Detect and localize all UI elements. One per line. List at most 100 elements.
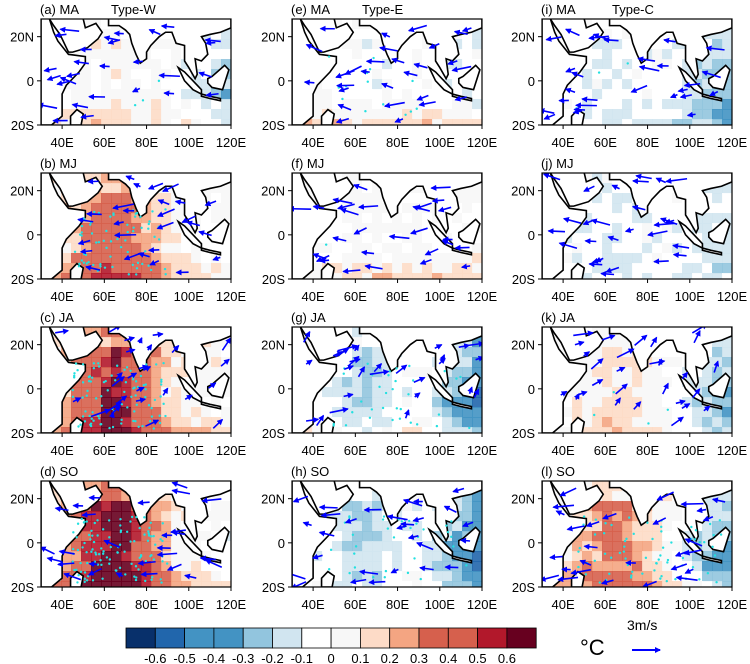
sst-cell — [612, 59, 623, 70]
sst-cell — [352, 243, 363, 254]
sst-cell — [632, 367, 643, 378]
significance-dot — [74, 362, 78, 365]
sst-cell — [452, 213, 463, 224]
sst-cell — [402, 521, 413, 532]
sst-cell — [131, 407, 142, 418]
sst-cell — [362, 273, 373, 279]
sst-cell — [342, 203, 353, 214]
sst-cell — [662, 49, 673, 60]
sst-cell — [312, 99, 323, 110]
sst-cell — [652, 213, 663, 224]
significance-dot — [383, 576, 386, 579]
significance-dot — [408, 519, 411, 523]
sst-cell — [372, 387, 383, 398]
sst-cell — [592, 347, 603, 358]
wind-vector — [649, 359, 666, 365]
sst-cell — [171, 119, 182, 125]
significance-dot — [81, 363, 85, 366]
sst-cell — [462, 501, 473, 512]
sst-cell — [362, 531, 373, 542]
sst-cell — [672, 193, 683, 204]
sst-cell — [592, 49, 603, 60]
significance-dot — [144, 395, 147, 399]
coastline — [701, 555, 723, 564]
wind-vector — [624, 227, 634, 233]
colorbar-tick-label: 0.1 — [351, 651, 369, 664]
sst-cell — [171, 417, 182, 428]
significance-dot — [693, 538, 697, 541]
sst-cell — [572, 89, 583, 100]
sst-cell — [352, 511, 363, 522]
wind-vector — [692, 388, 701, 399]
sst-cell — [372, 347, 383, 358]
sst-cell — [722, 233, 732, 244]
sst-cell — [171, 233, 182, 244]
sst-cell — [372, 233, 383, 244]
wind-vector — [656, 491, 674, 501]
sst-cell — [121, 79, 132, 90]
sst-cell — [221, 521, 231, 532]
sst-cell — [131, 243, 142, 254]
column-type-label: Type-C — [612, 2, 654, 17]
wind-vector — [414, 392, 421, 399]
wind-vector — [46, 556, 63, 563]
sst-cell — [221, 571, 231, 582]
sst-cell — [171, 387, 182, 398]
wind-vector — [156, 221, 174, 230]
sst-cell — [312, 263, 323, 274]
sst-cell — [121, 511, 132, 522]
sst-cell — [612, 491, 623, 502]
sst-cell — [211, 29, 222, 40]
sst-cell — [161, 213, 172, 224]
sst-cell — [161, 89, 172, 100]
wind-vector — [348, 355, 360, 367]
wind-vector — [381, 32, 391, 39]
sst-cell — [141, 109, 152, 120]
significance-dot — [152, 558, 156, 561]
sst-cell — [722, 407, 732, 418]
x-tick-label: 80E — [135, 443, 158, 458]
sst-cell — [672, 49, 683, 60]
significance-dot — [104, 379, 107, 383]
sst-cell — [221, 387, 231, 398]
sst-cell — [452, 581, 463, 587]
sst-cell — [101, 109, 112, 120]
sst-cell — [111, 109, 122, 120]
significance-dot — [140, 226, 143, 230]
sst-cell — [51, 183, 62, 194]
wind-vector — [305, 359, 313, 366]
sst-cell — [662, 571, 673, 582]
sst-cell — [221, 119, 231, 125]
sst-cell — [672, 541, 683, 552]
sst-cell — [121, 183, 132, 194]
sst-cell — [422, 253, 433, 264]
significance-dot — [80, 231, 83, 234]
sst-cell — [562, 581, 573, 587]
panel-frame — [40, 480, 232, 588]
unit-label: °C — [580, 635, 605, 660]
sst-cell — [362, 427, 373, 433]
sst-cell — [101, 173, 112, 184]
significance-dot — [95, 241, 98, 244]
colorbar-swatch — [184, 627, 215, 649]
sst-cell — [582, 263, 593, 274]
sst-cell — [181, 273, 192, 279]
sst-cell — [422, 357, 433, 368]
x-tick-label: 120E — [467, 135, 498, 150]
sst-cell — [372, 541, 383, 552]
sst-cell — [712, 89, 723, 100]
coastline — [707, 526, 731, 553]
sst-cell — [402, 541, 413, 552]
sst-cell — [352, 561, 363, 572]
significance-dot — [337, 86, 340, 89]
sst-cell — [362, 521, 373, 532]
sst-cell — [622, 183, 633, 194]
x-tick-label: 40E — [51, 135, 74, 150]
sst-cell — [111, 571, 122, 582]
significance-dot — [108, 426, 111, 430]
wind-vector — [399, 521, 415, 528]
y-tick-label: 20S — [512, 580, 535, 595]
sst-cell — [382, 253, 393, 264]
sst-cell — [612, 367, 623, 378]
sst-cell — [161, 119, 172, 125]
